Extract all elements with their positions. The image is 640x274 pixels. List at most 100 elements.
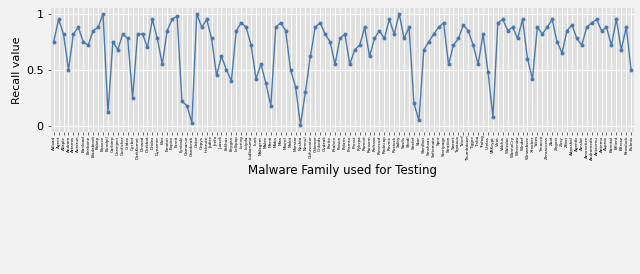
Point: [582, 25, 592, 30]
Point: [167, 17, 177, 22]
Point: [157, 62, 168, 67]
Point: [295, 122, 305, 127]
Point: [280, 28, 291, 33]
Point: [621, 25, 631, 30]
Point: [473, 62, 483, 67]
Point: [177, 99, 187, 104]
Point: [626, 68, 636, 72]
Point: [493, 21, 503, 25]
Point: [404, 25, 414, 30]
Point: [271, 25, 281, 30]
Point: [276, 21, 286, 25]
Point: [345, 62, 355, 67]
Point: [207, 36, 217, 41]
Point: [429, 32, 439, 36]
Point: [152, 36, 163, 41]
Point: [68, 32, 79, 36]
Point: [389, 32, 399, 36]
Point: [88, 28, 99, 33]
Point: [54, 17, 64, 22]
Point: [562, 28, 572, 33]
Point: [433, 25, 444, 30]
Point: [596, 28, 607, 33]
Point: [364, 54, 374, 59]
Point: [424, 40, 434, 44]
Point: [483, 70, 493, 74]
Point: [285, 68, 296, 72]
Point: [241, 25, 252, 30]
Point: [127, 96, 138, 100]
Point: [458, 23, 468, 27]
Point: [360, 25, 370, 30]
Point: [557, 51, 567, 55]
Point: [118, 32, 128, 36]
Point: [123, 36, 133, 41]
Point: [449, 43, 459, 47]
Point: [305, 54, 316, 59]
Point: [478, 32, 488, 36]
Point: [438, 21, 449, 25]
Point: [355, 43, 365, 47]
Point: [83, 43, 93, 47]
Point: [300, 90, 310, 95]
Point: [231, 28, 241, 33]
Point: [266, 104, 276, 108]
Point: [78, 40, 88, 44]
Point: [236, 21, 246, 25]
Point: [453, 36, 463, 41]
Point: [522, 56, 532, 61]
Point: [108, 40, 118, 44]
Point: [552, 40, 562, 44]
Point: [409, 101, 419, 106]
Point: [517, 17, 527, 22]
Point: [202, 17, 212, 22]
Point: [488, 115, 498, 119]
Point: [132, 32, 143, 36]
Point: [221, 68, 232, 72]
Point: [527, 77, 538, 81]
Point: [374, 28, 385, 33]
Point: [49, 40, 59, 44]
Point: [419, 47, 429, 52]
Point: [196, 25, 207, 30]
Point: [216, 54, 227, 59]
Point: [513, 36, 523, 41]
Point: [349, 47, 360, 52]
Point: [586, 21, 596, 25]
Point: [380, 36, 390, 41]
Point: [330, 62, 340, 67]
Point: [138, 32, 148, 36]
Point: [310, 25, 321, 30]
Point: [502, 28, 513, 33]
Point: [498, 17, 508, 22]
Y-axis label: Recall value: Recall value: [12, 36, 22, 104]
Point: [577, 43, 587, 47]
Point: [399, 36, 409, 41]
Point: [444, 62, 454, 67]
Point: [142, 45, 152, 50]
Point: [260, 81, 271, 85]
Point: [73, 25, 83, 30]
Point: [103, 110, 113, 115]
Point: [542, 25, 552, 30]
Point: [616, 47, 627, 52]
Point: [98, 12, 108, 16]
Point: [463, 28, 474, 33]
Point: [315, 21, 325, 25]
Point: [547, 17, 557, 22]
Point: [591, 17, 602, 22]
Point: [384, 17, 394, 22]
Point: [182, 104, 192, 108]
Point: [93, 25, 103, 30]
Point: [113, 47, 123, 52]
Point: [602, 25, 612, 30]
Point: [192, 12, 202, 16]
Point: [147, 17, 157, 22]
Point: [611, 17, 621, 22]
X-axis label: Malware Family used for Testing: Malware Family used for Testing: [248, 164, 437, 177]
Point: [211, 73, 221, 78]
Point: [291, 84, 301, 89]
Point: [251, 77, 261, 81]
Point: [369, 36, 380, 41]
Point: [162, 28, 172, 33]
